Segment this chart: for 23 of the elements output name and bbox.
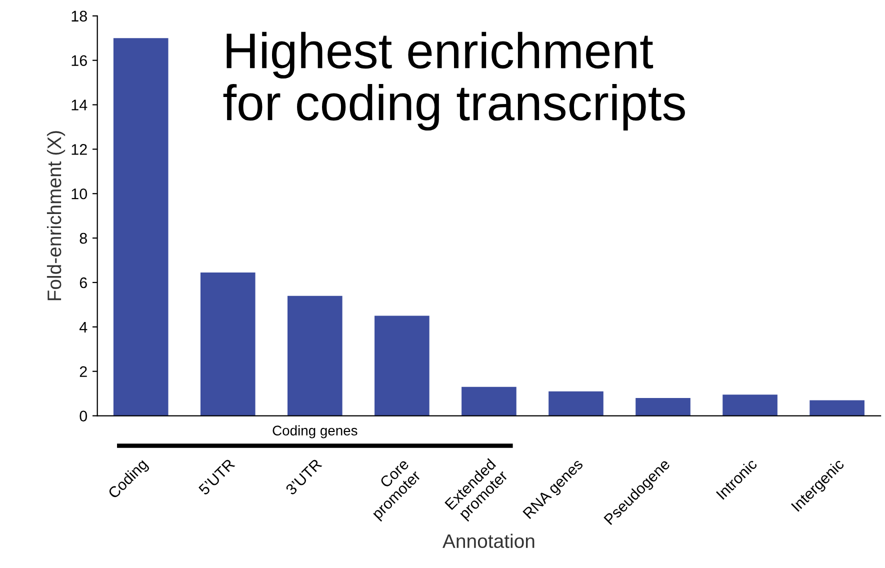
bar: [810, 400, 864, 416]
y-tick-label: 18: [72, 10, 87, 22]
bar: [548, 391, 604, 416]
y-tick-label: 12: [72, 144, 87, 155]
y-tick-label: 16: [72, 55, 87, 66]
y-tick-label: 14: [72, 100, 88, 110]
annotation: Highest enrichment for coding transcripts: [223, 32, 685, 131]
bar: [113, 38, 168, 416]
y-tick-label: 4: [79, 322, 88, 332]
bar: [722, 394, 778, 416]
y-tick-label: 10: [72, 188, 88, 200]
y-tick-label: 6: [80, 277, 87, 288]
text: Coding genes: [272, 425, 358, 438]
bar: [200, 272, 256, 416]
x-axis-title: Annotation: [442, 534, 534, 548]
y-tick-label: 8: [80, 232, 87, 244]
bar: [288, 296, 342, 416]
bar: [374, 316, 430, 416]
bar: [462, 386, 516, 416]
y-axis-title: Fold-enrichment (X): [46, 131, 66, 300]
y-tick-label: 0: [80, 410, 88, 422]
bar: [636, 398, 690, 416]
y-tick-label: 2: [80, 366, 87, 377]
